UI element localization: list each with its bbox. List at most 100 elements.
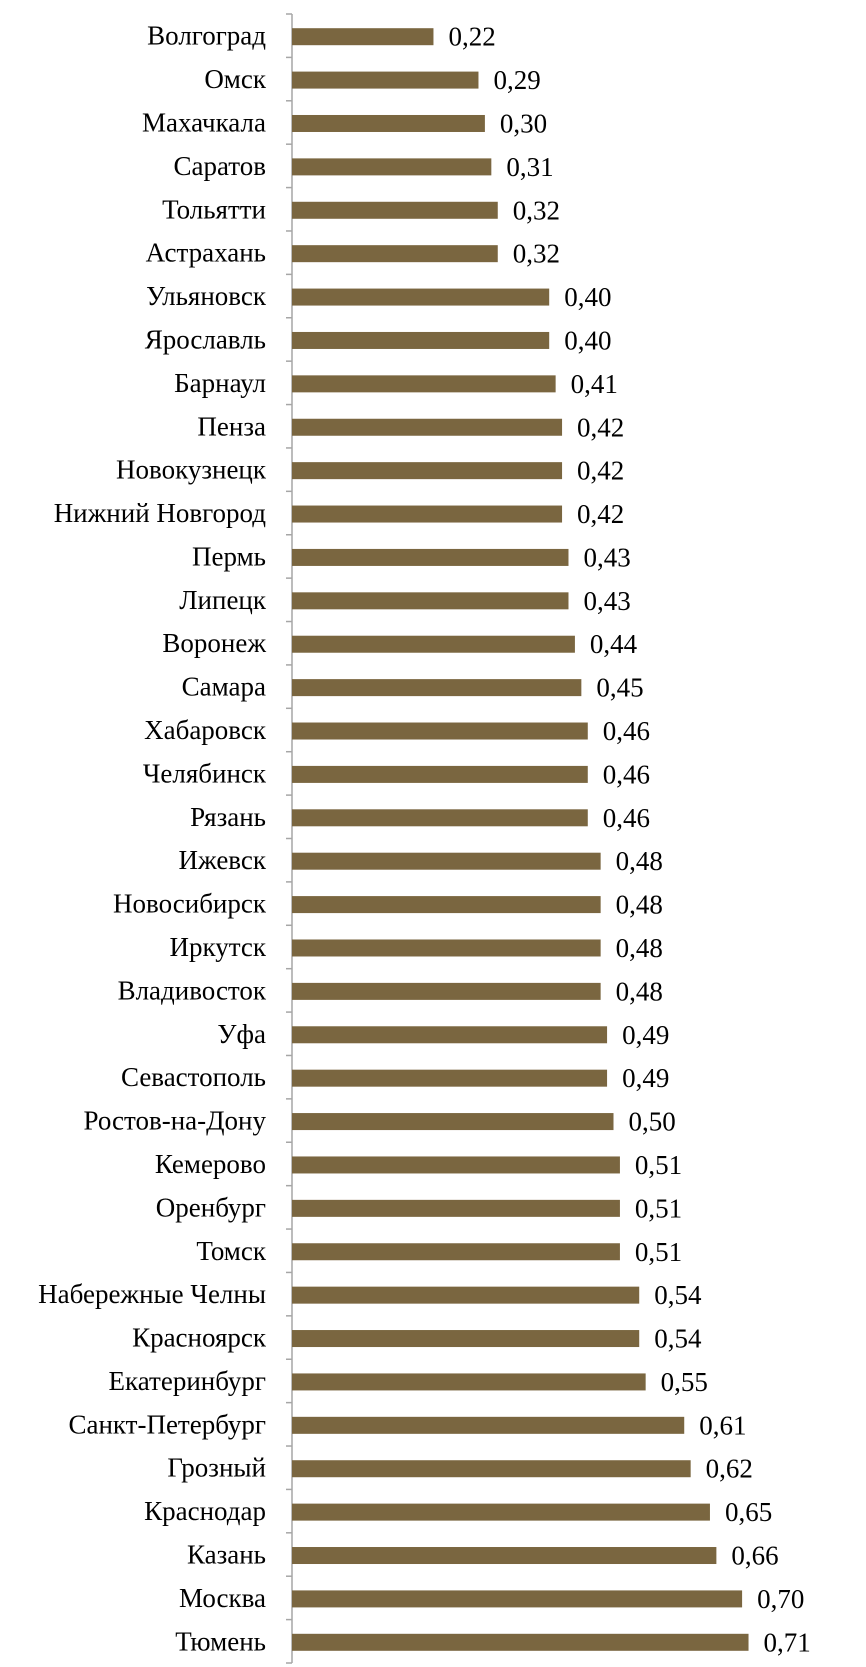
data-label: 0,46 [603, 803, 650, 833]
bar [292, 1330, 640, 1348]
data-label: 0,31 [506, 152, 553, 182]
data-label: 0,42 [577, 456, 624, 486]
category-label: Новокузнецк [116, 455, 267, 485]
bar [292, 1069, 608, 1087]
bar [292, 114, 485, 132]
bar [292, 939, 601, 957]
bar [292, 245, 498, 263]
category-label: Липецк [179, 585, 267, 615]
bar [292, 1243, 620, 1261]
category-label: Волгоград [147, 21, 266, 51]
bar [292, 28, 434, 46]
data-label: 0,49 [622, 1020, 669, 1050]
data-label: 0,22 [448, 22, 495, 52]
data-label: 0,32 [513, 239, 560, 269]
category-label: Ульяновск [146, 281, 267, 311]
category-label: Краснодар [144, 1496, 266, 1526]
data-label: 0,30 [500, 108, 547, 138]
bar [292, 1460, 691, 1478]
bar [292, 158, 492, 176]
bar [292, 375, 556, 393]
data-label: 0,61 [699, 1410, 746, 1440]
data-label: 0,48 [616, 890, 663, 920]
category-label: Нижний Новгород [54, 498, 267, 528]
category-label: Новосибирск [113, 889, 267, 919]
bar [292, 418, 563, 436]
category-label: Пенза [197, 411, 266, 441]
bar [292, 1113, 614, 1131]
data-label: 0,40 [564, 282, 611, 312]
data-label: 0,46 [603, 716, 650, 746]
bar [292, 288, 550, 306]
bar [292, 722, 588, 740]
category-label: Барнаул [174, 368, 266, 398]
data-label: 0,66 [731, 1541, 778, 1571]
bar [292, 982, 601, 1000]
data-label: 0,51 [635, 1150, 682, 1180]
data-label: 0,46 [603, 759, 650, 789]
category-label: Оренбург [156, 1192, 266, 1222]
data-label: 0,71 [764, 1627, 811, 1657]
data-label: 0,55 [661, 1367, 708, 1397]
data-label: 0,51 [635, 1193, 682, 1223]
bar [292, 331, 550, 349]
bar [292, 1373, 646, 1391]
bar [292, 505, 563, 523]
category-label: Екатеринбург [109, 1366, 266, 1396]
bar [292, 765, 588, 783]
category-label: Грозный [167, 1453, 266, 1483]
bar [292, 1547, 717, 1565]
category-label: Кемерово [155, 1149, 266, 1179]
category-label: Хабаровск [144, 715, 267, 745]
bar [292, 1199, 620, 1217]
category-label: Воронеж [162, 628, 266, 658]
category-label: Астрахань [146, 238, 266, 268]
data-label: 0,40 [564, 325, 611, 355]
category-label: Рязань [190, 802, 266, 832]
category-label: Севастополь [121, 1062, 266, 1092]
category-label: Томск [196, 1236, 267, 1266]
bar [292, 201, 498, 219]
data-label: 0,48 [616, 933, 663, 963]
category-label: Самара [182, 672, 266, 702]
bar [292, 852, 601, 870]
bar [292, 635, 575, 653]
data-label: 0,45 [596, 673, 643, 703]
data-label: 0,43 [583, 586, 630, 616]
category-label: Набережные Челны [38, 1279, 266, 1309]
category-label: Ижевск [179, 845, 267, 875]
data-label: 0,48 [616, 846, 663, 876]
category-label: Москва [179, 1583, 266, 1613]
data-label: 0,29 [493, 65, 540, 95]
data-label: 0,65 [725, 1497, 772, 1527]
data-label: 0,49 [622, 1063, 669, 1093]
category-label: Тольятти [162, 194, 266, 224]
category-label: Тюмень [175, 1626, 266, 1656]
data-label: 0,70 [757, 1584, 804, 1614]
data-label: 0,48 [616, 976, 663, 1006]
category-label: Санкт-Петербург [68, 1409, 266, 1439]
data-label: 0,42 [577, 412, 624, 442]
category-label: Владивосток [118, 975, 267, 1005]
category-label: Красноярск [132, 1323, 267, 1353]
category-label: Ярославль [145, 324, 266, 354]
data-label: 0,54 [654, 1280, 702, 1310]
data-label: 0,54 [654, 1324, 702, 1354]
data-label: 0,62 [706, 1454, 753, 1484]
bar [292, 809, 588, 827]
bar [292, 679, 582, 697]
category-label: Пермь [192, 541, 266, 571]
bar [292, 896, 601, 914]
bar [292, 1026, 608, 1044]
data-label: 0,44 [590, 629, 638, 659]
bar [292, 1503, 710, 1521]
category-label: Омск [204, 64, 267, 94]
data-label: 0,32 [513, 195, 560, 225]
category-label: Челябинск [143, 758, 267, 788]
bar [292, 548, 569, 566]
bar [292, 592, 569, 610]
bar [292, 1416, 685, 1434]
data-label: 0,42 [577, 499, 624, 529]
data-label: 0,43 [583, 542, 630, 572]
